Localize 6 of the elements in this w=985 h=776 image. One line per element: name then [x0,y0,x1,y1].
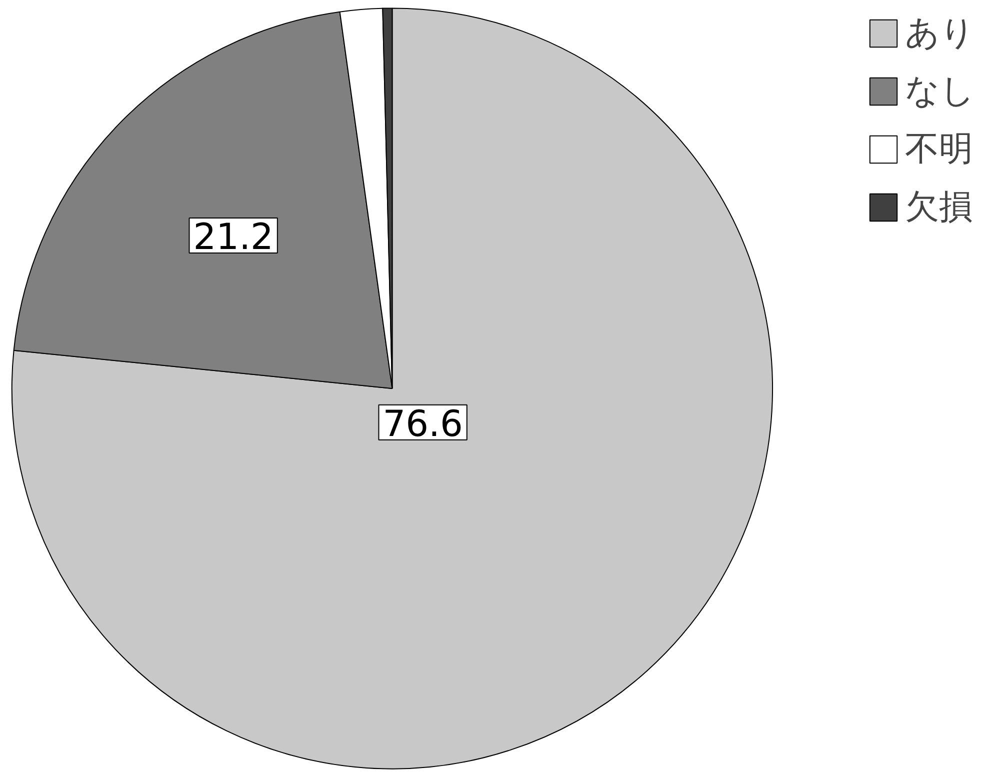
legend-label: 欠損 [905,186,973,229]
legend-label: なし [905,70,975,113]
legend-label: 不明 [905,128,973,171]
data-label: 76.6 [382,404,463,445]
data-label: 21.2 [193,216,274,258]
legend-label: あり [905,12,975,55]
